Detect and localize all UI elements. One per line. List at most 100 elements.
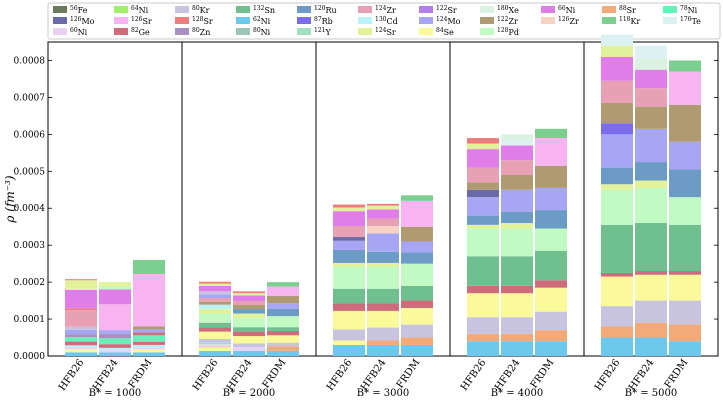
- bar-segment-Sr128: [233, 291, 265, 294]
- bar-segment-Mo124: [401, 241, 433, 253]
- panel-label: B* = 3000: [357, 388, 410, 399]
- bar-segment-Xe180: [501, 134, 533, 140]
- bar-segment-Zr124: [635, 88, 667, 107]
- bar-segment-Kr80: [233, 343, 265, 348]
- bar-segment-Kr118: [267, 282, 299, 287]
- legend-label-Sr122: 122Sr: [436, 5, 457, 15]
- bar-segment-Zr124: [199, 298, 231, 302]
- bar-segment-Sr126: [267, 286, 299, 296]
- bar-segment-Ru120: [233, 309, 265, 314]
- bar-segment-Zr122: [669, 104, 701, 142]
- legend-label-Zr126: 126Zr: [558, 16, 579, 26]
- bar-segment-Ru120: [501, 211, 533, 224]
- bar-segment-Se84: [65, 349, 97, 353]
- legend-label-Mo126: 126Mo: [70, 16, 95, 26]
- legend-label-Ni78: 78Ni: [680, 5, 698, 15]
- legend-swatch-Zn80: [175, 28, 189, 35]
- bar-segment-Pd128: [333, 266, 365, 289]
- y-tick-label: 0.0008: [14, 56, 46, 66]
- bar-segment-Ni62: [333, 344, 365, 356]
- bar-segment-Ni66: [367, 209, 399, 219]
- bar-segment-Ge82: [199, 327, 231, 332]
- model-label: FRDM: [395, 357, 423, 390]
- bar-segment-Sn132: [635, 223, 667, 272]
- bar-segment-Se84: [635, 274, 667, 301]
- bar-segment-Se84: [267, 335, 299, 343]
- bar-segment-Pd128: [267, 316, 299, 328]
- bar-segment-Ge82: [267, 330, 299, 336]
- legend-swatch-Zr122: [480, 17, 494, 24]
- bar-segment-Se84: [199, 331, 231, 340]
- model-label: HFB26: [593, 357, 623, 393]
- bar-segment-Sr88: [467, 333, 499, 342]
- bar-segment-Pd128: [65, 288, 97, 290]
- y-tick-label: 0.0007: [14, 93, 46, 103]
- legend-label-Pd128: 128Pd: [497, 27, 519, 37]
- bar-segment-Ni62: [635, 337, 667, 356]
- bar-segment-Pd128: [367, 266, 399, 289]
- bar-FRDM: [669, 60, 701, 356]
- bar-segment-Zr122: [501, 174, 533, 190]
- model-label: HFB26: [325, 357, 355, 393]
- model-label: HFB26: [57, 357, 87, 393]
- legend-label-Zr122: 122Zr: [497, 16, 518, 26]
- bar-segment-Sr88: [267, 346, 299, 351]
- bar-segment-Ru120: [401, 252, 433, 264]
- y-tick-label: 0.0006: [14, 130, 46, 140]
- bar-segment-Sr126: [535, 138, 567, 166]
- bar-segment-Ni66: [65, 289, 97, 309]
- bar-segment-Kr80: [635, 300, 667, 323]
- legend-label-Ni66: 66Ni: [558, 5, 576, 15]
- bar-segment-Zn80: [99, 333, 131, 339]
- bar-segment-Ru120: [467, 215, 499, 225]
- bar-segment-Ni62: [199, 350, 231, 356]
- bar-segment-Sr126: [401, 200, 433, 227]
- legend-swatch-Pd128: [480, 28, 494, 35]
- bar-segment-Ni66: [601, 56, 633, 81]
- bar-segment-Zr124: [367, 218, 399, 226]
- bar-segment-Sr124: [601, 184, 633, 190]
- bar-segment-Zr122: [467, 182, 499, 190]
- legend-label-Ni62: 62Ni: [253, 16, 271, 26]
- bar-segment-Ge82: [99, 344, 131, 348]
- bar-segment-Ni62: [65, 352, 97, 356]
- legend-swatch-Ni62: [236, 17, 250, 24]
- legend-swatch-Ru120: [297, 6, 311, 13]
- bar-segment-Sr124: [233, 313, 265, 318]
- panel-label: B* = 5000: [625, 388, 678, 399]
- bar-segment-Ni62: [99, 352, 131, 356]
- bar-segment-Sr124: [367, 262, 399, 267]
- legend-label-Zn80: 80Zn: [192, 27, 210, 37]
- bar-segment-Rb87: [601, 123, 633, 135]
- model-label: HFB26: [459, 357, 489, 393]
- bar-segment-Sr128: [65, 279, 97, 281]
- bar-segment-Kr118: [669, 60, 701, 72]
- legend-label-Cd130: 130Cd: [375, 16, 398, 26]
- legend-label-Kr80: 80Kr: [192, 5, 210, 15]
- legend-label-Ni60: 60Ni: [70, 27, 88, 37]
- bar-segment-Xe180: [635, 58, 667, 70]
- bar-segment-Mo124: [65, 329, 97, 335]
- bar-segment-Kr80: [367, 327, 399, 341]
- bar-segment-Sn132: [267, 327, 299, 331]
- y-tick-label: 0.0002: [14, 278, 46, 288]
- bar-HFB26: [601, 34, 633, 356]
- bar-segment-Kr80: [601, 306, 633, 327]
- bar-segment-Ni62: [535, 341, 567, 356]
- bar-segment-Ni78: [99, 338, 131, 345]
- bar-segment-Ni64: [199, 342, 231, 345]
- legend-label-Ge82: 82Ge: [131, 27, 150, 37]
- bar-segment-Ge82: [133, 341, 165, 345]
- bar-segment-Cd130: [199, 304, 231, 310]
- panel-label: B* = 1000: [89, 388, 142, 399]
- legend-label-Sr126: 126Sr: [131, 16, 152, 26]
- bar-segment-Pd128: [401, 263, 433, 286]
- legend-swatch-Mo126: [53, 17, 67, 24]
- bar-segment-Zr122: [267, 295, 299, 304]
- bar-segment-Zr124: [233, 300, 265, 305]
- panel-label: B* = 4000: [491, 388, 544, 399]
- y-tick-label: 0.0003: [14, 241, 46, 251]
- bar-segment-Zr124: [501, 160, 533, 175]
- bar-segment-Sr124: [367, 205, 399, 210]
- bar-segment-Sr124: [99, 282, 131, 287]
